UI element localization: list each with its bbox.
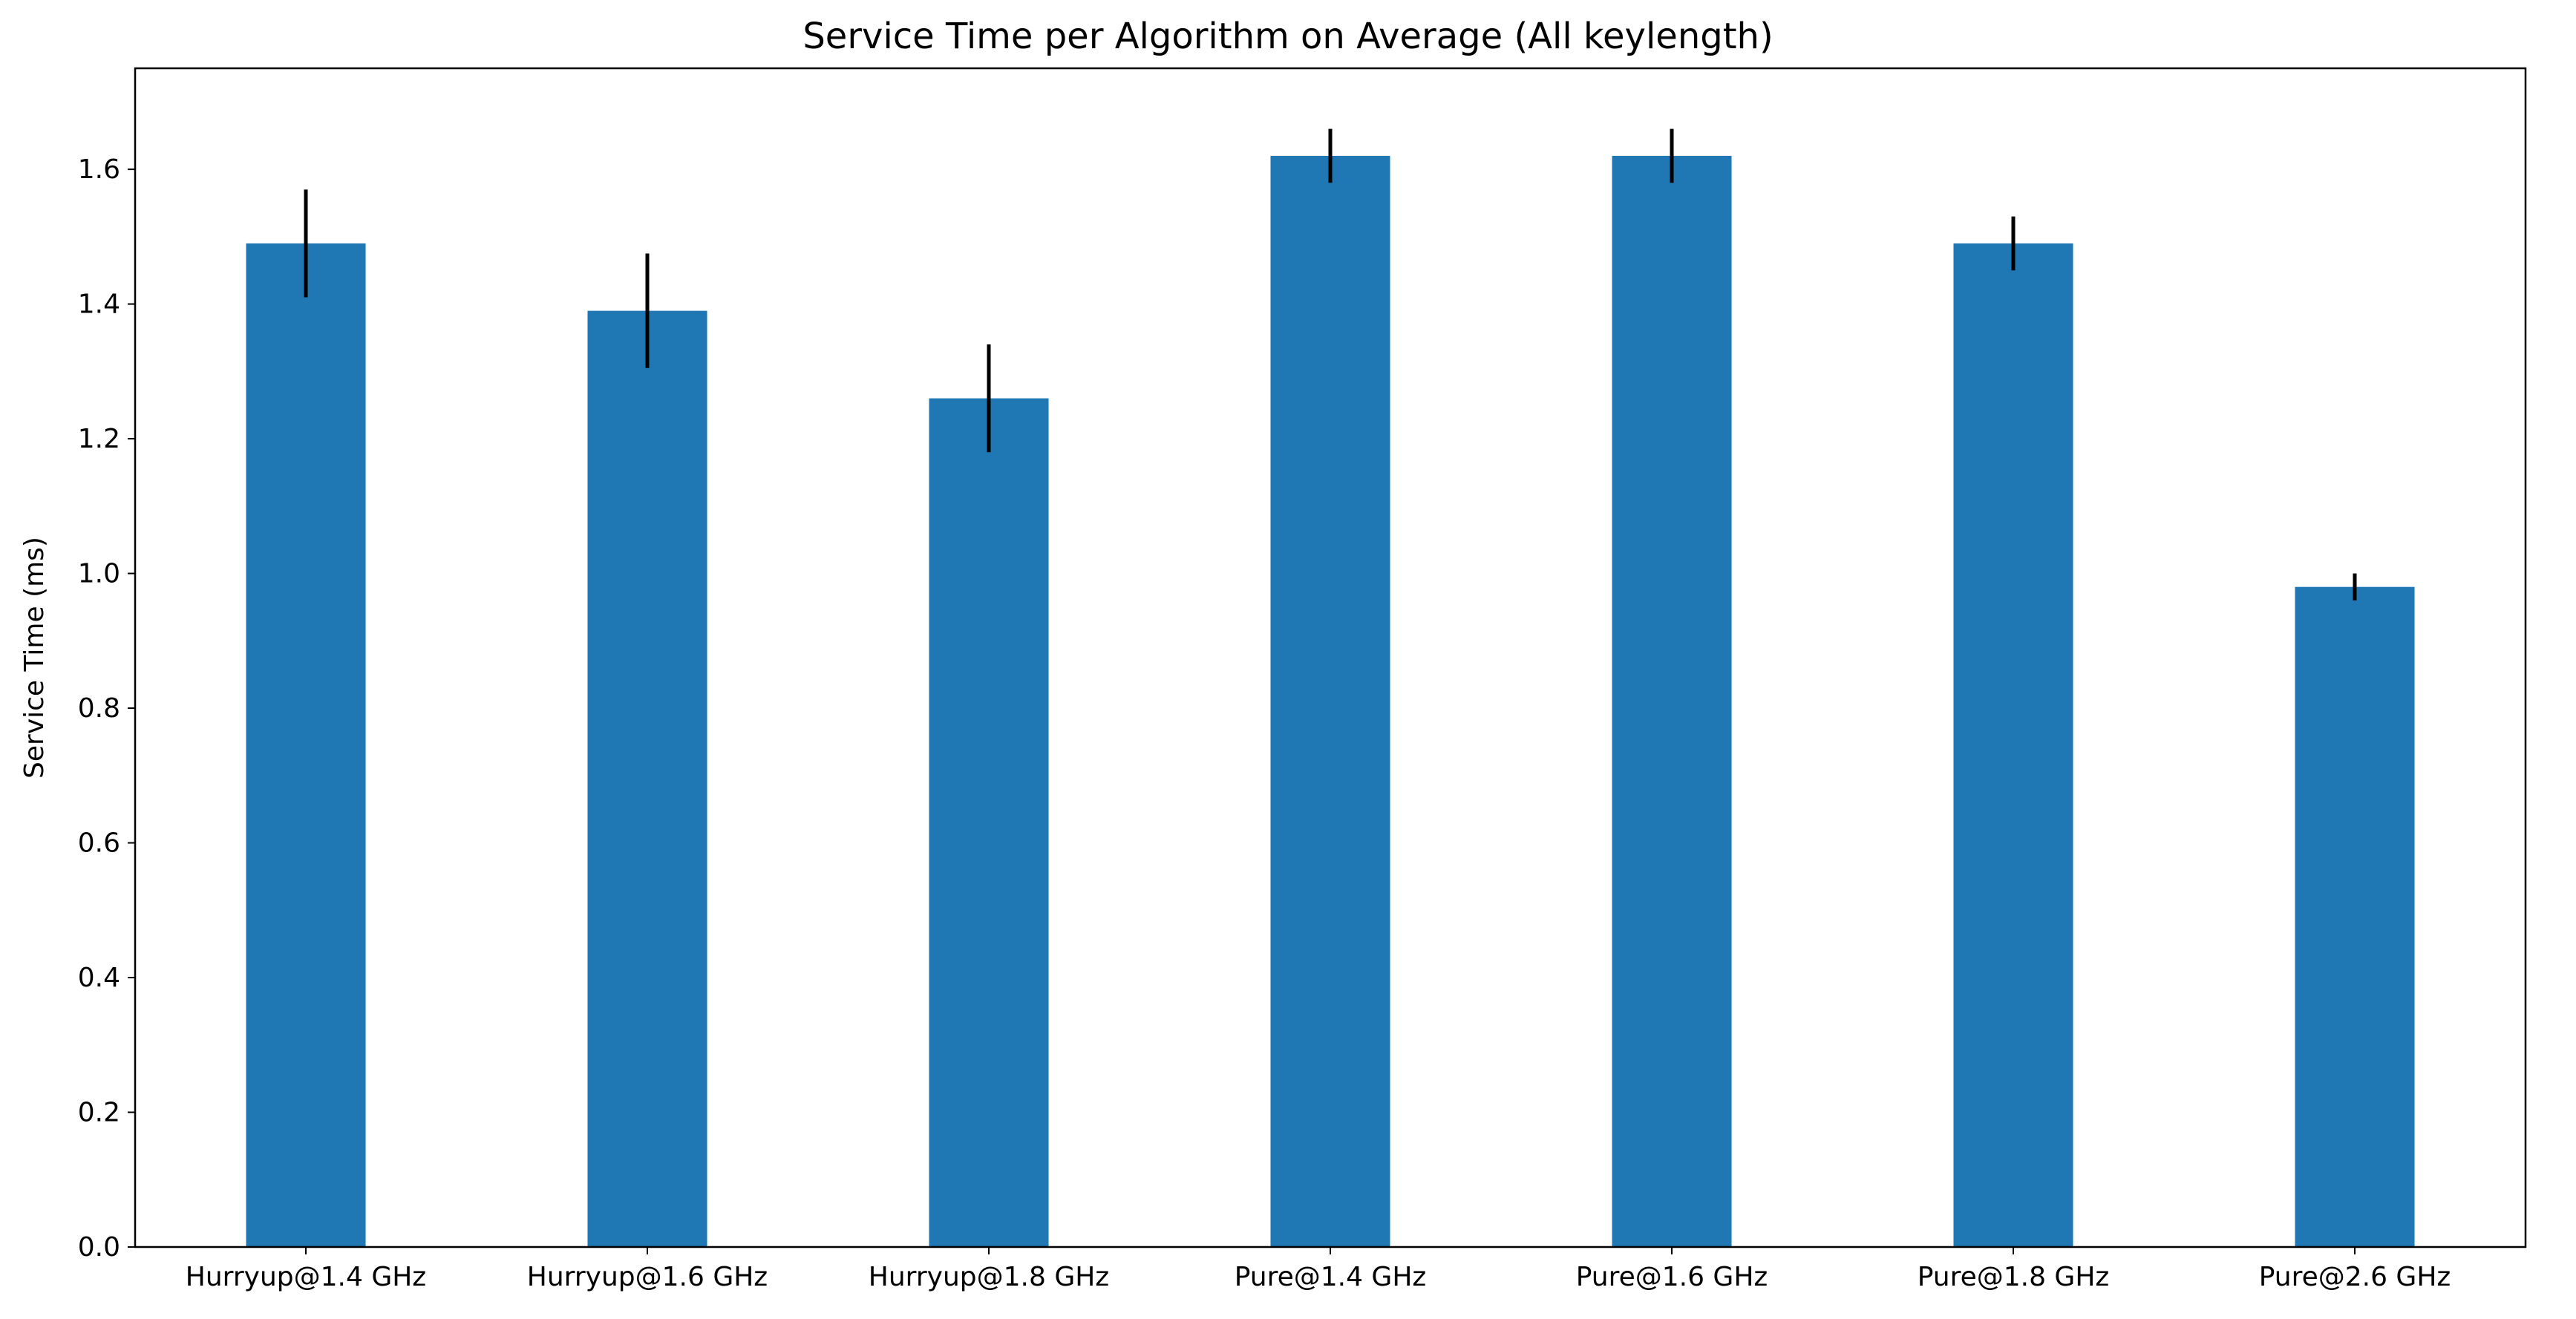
y-tick-label: 0.0 — [78, 1232, 120, 1263]
x-tick-label: Pure@2.6 GHz — [2259, 1262, 2451, 1292]
y-tick-label: 0.4 — [78, 963, 120, 993]
x-tick-label: Pure@1.6 GHz — [1576, 1262, 1768, 1292]
y-axis-label: Service Time (ms) — [19, 537, 50, 779]
bar — [1612, 155, 1732, 1248]
bar — [246, 243, 366, 1248]
bar — [1953, 243, 2073, 1248]
y-tick-label: 1.2 — [78, 424, 120, 454]
x-tick-label: Hurryup@1.6 GHz — [527, 1262, 768, 1292]
y-axis-ticks: 0.0 0.2 0.4 0.6 0.8 1.0 1.2 1.4 1.6 — [78, 154, 135, 1263]
chart-title: Service Time per Algorithm on Average (A… — [802, 16, 1773, 57]
x-tick-label: Hurryup@1.8 GHz — [869, 1262, 1109, 1292]
bar — [587, 310, 707, 1247]
bar — [2295, 586, 2415, 1247]
y-tick-label: 1.4 — [78, 289, 120, 320]
plot-area-frame — [134, 67, 2527, 1248]
bar-series — [246, 155, 2415, 1248]
y-tick-label: 1.0 — [78, 559, 120, 589]
error-bar-series — [304, 128, 2357, 600]
y-tick-label: 0.6 — [78, 828, 120, 859]
x-tick-label: Pure@1.4 GHz — [1235, 1262, 1427, 1292]
y-tick-label: 0.8 — [78, 693, 120, 724]
x-axis-ticks: Hurryup@1.4 GHz Hurryup@1.6 GHz Hurryup@1.… — [186, 1247, 2451, 1292]
y-tick-label: 1.6 — [78, 154, 120, 185]
bar — [1270, 155, 1390, 1248]
y-tick-label: 0.2 — [78, 1098, 120, 1128]
bar — [929, 398, 1049, 1247]
x-tick-label: Hurryup@1.4 GHz — [186, 1262, 426, 1292]
x-tick-label: Pure@1.8 GHz — [1918, 1262, 2110, 1292]
